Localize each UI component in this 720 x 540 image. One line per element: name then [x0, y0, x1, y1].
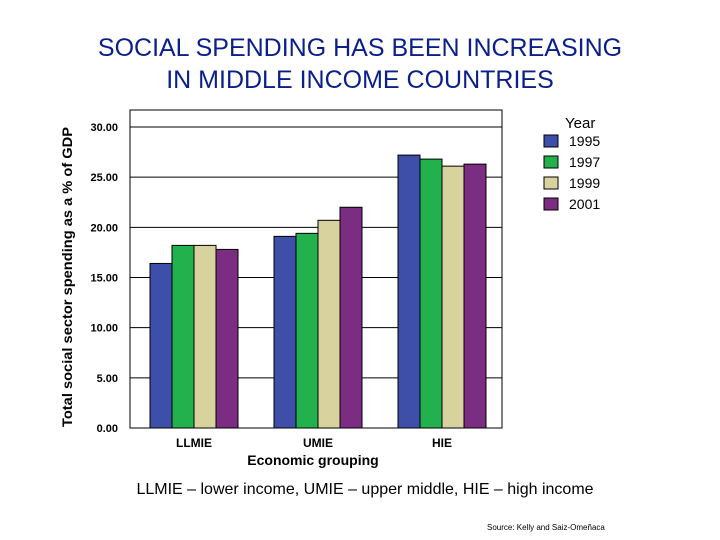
title-line-1: SOCIAL SPENDING HAS BEEN INCREASING: [97, 34, 623, 62]
bar-HIE-1999: [441, 165, 465, 429]
footnote: LLMIE – lower income, UMIE – upper middl…: [136, 481, 594, 498]
bar-LLMIE-2001: [215, 248, 239, 429]
bar-UMIE-1995: [273, 235, 297, 429]
legend-swatch-2001: [543, 197, 559, 211]
legend-swatch-1997: [543, 155, 559, 169]
y-tick-label: 10.00: [90, 323, 118, 335]
x-tick-label: HIE: [432, 436, 452, 450]
y-axis-title: Total social sector spending as a % of G…: [59, 127, 75, 427]
plot-area: 0.00 5.00 10.00 15.00 20.00 25.00 30.00 LLMIE UM…: [59, 109, 503, 468]
source-credit: Source: Kelly and Saiz-Omeñaca: [487, 523, 605, 532]
bar-LLMIE-1995: [149, 262, 173, 429]
legend-label-1999: 1999: [569, 175, 600, 191]
legend-label-1997: 1997: [569, 154, 600, 170]
bar-LLMIE-1997: [171, 244, 195, 429]
bar-LLMIE-1999: [193, 244, 217, 429]
y-tick-label: 30.00: [90, 122, 118, 134]
bar-UMIE-1997: [295, 232, 319, 429]
bar-UMIE-2001: [339, 206, 363, 429]
bar-HIE-1997: [419, 158, 443, 429]
x-axis-title: Economic grouping: [247, 452, 378, 468]
y-tick-label: 20.00: [90, 222, 118, 234]
legend-swatch-1999: [543, 176, 559, 190]
slide-title: SOCIAL SPENDING HAS BEEN INCREASING IN M…: [0, 32, 720, 96]
x-tick-label: LLMIE: [176, 436, 212, 450]
legend-label-2001: 2001: [569, 196, 600, 212]
bar-HIE-1995: [397, 154, 421, 429]
legend-label-1995: 1995: [569, 133, 600, 149]
y-tick-label: 25.00: [90, 172, 118, 184]
title-line-2: IN MIDDLE INCOME COUNTRIES: [166, 66, 554, 94]
y-tick-label: 0.00: [97, 423, 118, 435]
y-tick-label: 15.00: [90, 273, 118, 285]
bar-HIE-2001: [463, 163, 487, 429]
legend-title: Year: [565, 115, 595, 132]
x-tick-label: UMIE: [303, 436, 333, 450]
bar-UMIE-1999: [317, 219, 341, 429]
y-tick-label: 5.00: [97, 373, 118, 385]
legend-swatch-1995: [543, 134, 559, 148]
